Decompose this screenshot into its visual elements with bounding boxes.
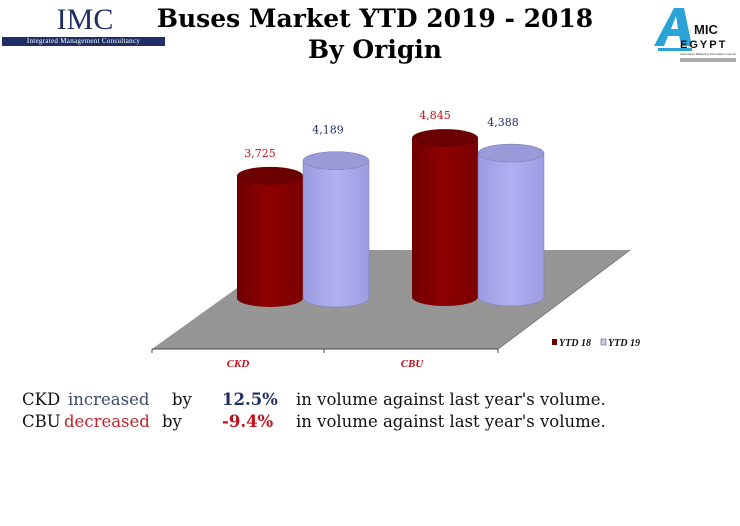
bar-top bbox=[302, 151, 370, 170]
svg-text:EGYPT: EGYPT bbox=[680, 39, 727, 51]
legend: YTD 18 YTD 19 bbox=[552, 338, 640, 349]
legend-swatch-ytd19 bbox=[600, 338, 607, 346]
amic-logo-subtitle: Automotive Marketing Information Council bbox=[680, 52, 736, 56]
summary-by: by bbox=[172, 390, 192, 409]
legend-label-ytd19: YTD 19 bbox=[608, 338, 640, 349]
summary-by: by bbox=[162, 412, 182, 431]
title-line-2: By Origin bbox=[308, 35, 442, 64]
bar-ckd-ytd18 bbox=[237, 175, 303, 307]
summary-verb: decreased bbox=[64, 412, 150, 431]
imc-logo-subtitle: Integrated Management Consultancy bbox=[2, 37, 165, 46]
data-label: 3,725 bbox=[244, 147, 276, 160]
summary-line-ckd: CKD increased by 12.5% in volume against… bbox=[22, 390, 606, 504]
bar-top bbox=[237, 166, 303, 185]
x-tick-label-cbu: CBU bbox=[401, 358, 425, 370]
summary-rest: in volume against last year's volume. bbox=[296, 390, 606, 409]
bar-cbu-ytd19 bbox=[477, 152, 545, 307]
summary-line-cbu: CBU decreased by -9.4% in volume against… bbox=[22, 412, 606, 526]
x-tick-label-ckd: CKD bbox=[227, 358, 250, 370]
imc-logo: IMC Integrated Management Consultancy bbox=[0, 4, 170, 46]
page-title: Buses Market YTD 2019 - 2018 By Origin bbox=[150, 3, 600, 65]
data-label: 4,189 bbox=[312, 124, 344, 137]
summary-rest: in volume against last year's volume. bbox=[296, 412, 606, 431]
bar-top bbox=[412, 129, 478, 148]
summary-value: 12.5% bbox=[222, 390, 278, 409]
chart-floor bbox=[152, 250, 630, 349]
legend-label-ytd18: YTD 18 bbox=[559, 338, 591, 349]
bar-chart: 3,725 4,189 4,845 4,388 CKD CBU YTD 18 YTD … bbox=[151, 109, 640, 370]
imc-logo-text: IMC bbox=[56, 3, 114, 36]
summary-verb: increased bbox=[68, 390, 150, 409]
svg-text:MIC: MIC bbox=[694, 22, 718, 37]
summary-subject: CKD bbox=[22, 390, 61, 409]
data-label: 4,845 bbox=[419, 109, 451, 122]
summary-value: -9.4% bbox=[222, 412, 274, 431]
x-axis-side bbox=[497, 249, 631, 350]
amic-egypt-logo: MIC EGYPT Automotive Marketing Informati… bbox=[654, 8, 736, 62]
bar-cbu-ytd18 bbox=[412, 138, 478, 306]
title-line-1: Buses Market YTD 2019 - 2018 bbox=[156, 4, 594, 33]
legend-swatch-ytd18 bbox=[552, 339, 557, 345]
data-label: 4,388 bbox=[487, 116, 519, 129]
bar-top bbox=[477, 143, 545, 163]
summary-subject: CBU bbox=[22, 412, 61, 431]
bar-ckd-ytd19 bbox=[302, 160, 370, 308]
